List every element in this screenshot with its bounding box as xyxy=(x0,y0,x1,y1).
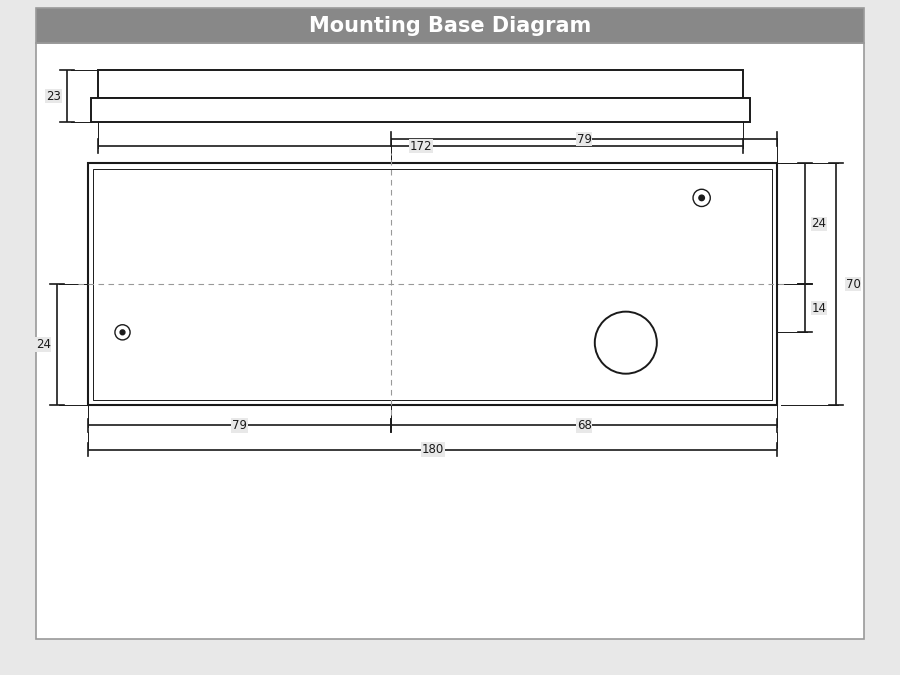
Bar xyxy=(94,169,772,400)
Text: Mounting Base Diagram: Mounting Base Diagram xyxy=(309,16,591,36)
Circle shape xyxy=(699,195,705,200)
Text: 79: 79 xyxy=(232,419,247,432)
Text: 172: 172 xyxy=(410,140,432,153)
Text: 79: 79 xyxy=(577,133,591,146)
Bar xyxy=(92,98,750,122)
Text: 68: 68 xyxy=(577,419,591,432)
Text: ø15: ø15 xyxy=(567,327,588,338)
Bar xyxy=(36,43,864,639)
Text: 23: 23 xyxy=(46,90,61,103)
Text: 24: 24 xyxy=(36,338,50,351)
Bar xyxy=(88,163,778,405)
Bar xyxy=(36,8,864,43)
Text: 70: 70 xyxy=(846,277,860,290)
Text: 180: 180 xyxy=(421,443,444,456)
Text: 14: 14 xyxy=(812,302,826,315)
Text: 2x ø4: 2x ø4 xyxy=(659,183,689,193)
Circle shape xyxy=(120,330,125,335)
Text: 24: 24 xyxy=(812,217,826,230)
Bar xyxy=(98,70,743,98)
